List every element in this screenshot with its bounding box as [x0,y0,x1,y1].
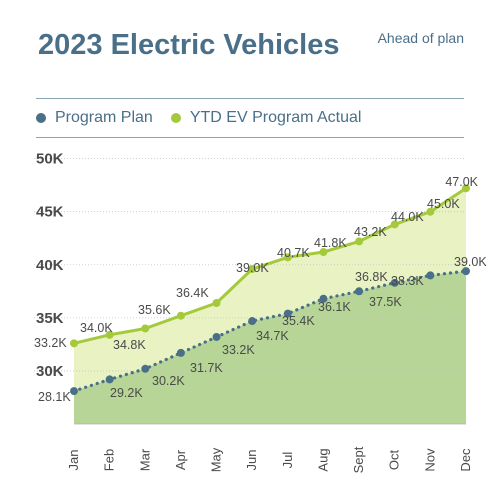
plan-data-label: 39.0K [454,255,487,269]
actual-data-label: 34.0K [80,321,113,335]
actual-point [105,330,114,339]
y-tick-label: 45K [36,204,64,221]
plan-point [141,364,150,373]
actual-point [462,184,470,193]
actual-data-label: 36.4K [176,286,209,300]
plan-point [248,317,257,326]
y-tick-label: 35K [36,310,64,327]
y-tick-label: 50K [36,151,64,168]
x-tick-label: Nov [422,448,437,472]
status-note: Ahead of plan [377,30,464,46]
actual-data-label: 33.2K [34,336,67,350]
actual-point [70,339,78,348]
plan-data-label: 28.1K [38,390,71,404]
plan-point [426,271,435,280]
legend-marker-plan [36,113,46,123]
plan-point [355,287,364,296]
title-divider [36,98,464,99]
legend-item-plan: Program Plan [36,109,153,127]
actual-point [426,207,435,216]
chart-title: 2023 Electric Vehicles [38,29,340,61]
actual-data-label: 44.0K [391,210,424,224]
legend-label-plan: Program Plan [55,109,153,126]
plan-data-label: 34.7K [256,329,289,343]
x-tick-label: Feb [102,449,117,471]
plan-point [70,387,78,396]
x-tick-label: Jun [244,450,259,471]
legend: Program Plan YTD EV Program Actual [36,108,379,128]
actual-point [355,237,364,246]
plan-point [462,267,470,276]
plan-data-label: 30.2K [152,374,185,388]
actual-point [141,324,150,333]
legend-divider [36,137,464,138]
plan-point [212,332,221,341]
legend-marker-actual [170,113,181,123]
plan-point [105,375,114,384]
plan-area [74,271,466,424]
actual-data-label: 43.2K [354,225,387,239]
x-tick-label: Aug [315,448,330,471]
x-tick-label: May [209,447,224,472]
plan-data-label: 36.1K [318,300,351,314]
actual-point [248,265,257,274]
x-tick-label: Jul [280,452,295,469]
x-tick-label: Dec [458,448,473,472]
x-tick-label: Jan [66,450,81,471]
actual-data-label: 47.0K [445,175,478,189]
actual-point [283,253,292,262]
actual-data-label: 40.7K [277,246,310,260]
actual-data-label: 41.8K [314,236,347,250]
plan-data-label: 31.7K [190,361,223,375]
actual-line [73,187,467,345]
y-tick-label: 30K [36,363,64,380]
actual-point [176,311,185,320]
x-tick-label: Apr [173,449,188,470]
actual-data-label: 45.0K [427,197,460,211]
legend-label-actual: YTD EV Program Actual [189,109,362,126]
plan-data-label: 29.2K [110,386,143,400]
actual-point [390,220,399,229]
actual-point [212,298,221,307]
x-tick-label: Sept [351,446,366,473]
actual-data-label: 34.8K [113,338,146,352]
y-tick-label: 40K [36,257,64,274]
legend-item-actual: YTD EV Program Actual [170,109,362,127]
plan-point [176,348,185,357]
plan-data-label: 36.8K [355,270,388,284]
plan-point [283,309,292,318]
actual-data-label: 39.0K [236,261,269,275]
x-tick-label: Oct [387,450,402,471]
x-tick-label: Mar [137,448,152,471]
plan-point [390,278,399,287]
actual-point [319,248,328,257]
plan-data-label: 37.5K [369,295,402,309]
plan-point [319,294,328,303]
actual-data-label: 35.6K [138,303,171,317]
plan-line [72,269,468,393]
plan-data-label: 35.4K [282,314,315,328]
plan-data-label: 33.2K [222,343,255,357]
plan-data-label: 38.3K [391,274,424,288]
